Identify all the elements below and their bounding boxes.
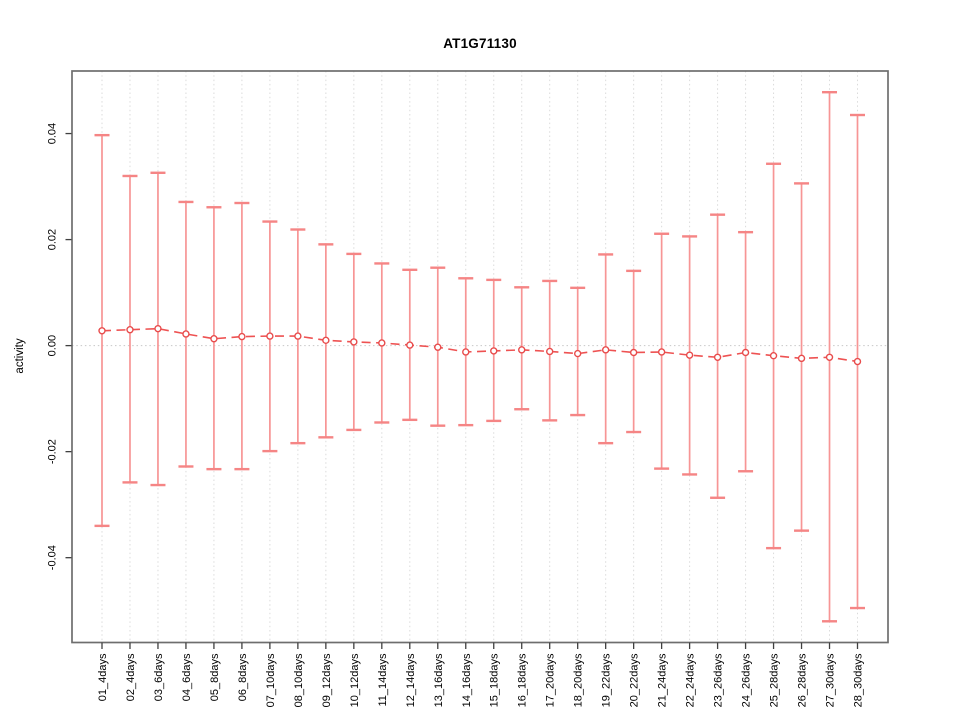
data-point xyxy=(322,336,330,345)
data-point xyxy=(210,335,218,343)
x-tick-label: 08_10days xyxy=(293,653,305,707)
x-axis: 01_4days 02_4days 03_6days 04_6days 05_8days… xyxy=(97,642,865,707)
x-tick-label: 26_28days xyxy=(797,653,809,707)
x-tick-label: 16_18days xyxy=(517,653,529,707)
data-point xyxy=(825,353,834,361)
data-point xyxy=(518,346,526,354)
data-point xyxy=(573,349,582,358)
x-tick-label: 09_12days xyxy=(321,653,333,707)
x-tick-label: 06_8days xyxy=(237,653,249,701)
x-tick-label: 10_12days xyxy=(349,653,361,707)
data-point xyxy=(266,332,274,340)
data-point xyxy=(434,343,442,351)
data-point xyxy=(126,326,134,334)
data-point xyxy=(406,341,414,349)
x-tick-label: 17_20days xyxy=(545,653,557,707)
x-tick-label: 13_16days xyxy=(433,653,445,707)
y-tick-label: 0.00 xyxy=(47,335,59,356)
y-tick-label: -0.04 xyxy=(47,545,59,570)
y-axis: -0.04 -0.02 0.00 0.02 0.04 xyxy=(47,123,72,570)
data-point xyxy=(378,339,386,347)
y-tick-label: 0.04 xyxy=(47,123,59,144)
x-tick-label: 22_24days xyxy=(685,653,697,707)
plot-box xyxy=(71,70,889,644)
x-tick-label: 27_30days xyxy=(825,653,837,707)
x-tick-label: 20_22days xyxy=(629,653,641,707)
x-tick-label: 25_28days xyxy=(769,653,781,707)
series-line-group xyxy=(101,327,858,363)
data-point xyxy=(154,324,162,333)
data-point xyxy=(769,351,778,360)
chart-title: AT1G71130 xyxy=(443,36,517,51)
x-tick-label: 02_4days xyxy=(125,653,137,701)
data-point xyxy=(98,327,106,335)
series-line xyxy=(101,327,858,363)
x-tick-label: 11_14days xyxy=(377,653,389,707)
x-tick-label: 15_18days xyxy=(489,653,501,707)
data-point xyxy=(713,353,722,361)
data-point xyxy=(490,347,498,355)
x-tick-label: 24_26days xyxy=(741,653,753,707)
x-tick-label: 19_22days xyxy=(601,653,613,707)
x-tick-label: 07_10days xyxy=(265,653,277,707)
data-point xyxy=(238,332,246,341)
x-tick-label: 04_6days xyxy=(181,653,193,701)
data-point xyxy=(350,338,358,346)
data-point xyxy=(853,357,862,366)
data-point xyxy=(797,354,806,363)
data-point xyxy=(294,332,302,340)
plot-box-group xyxy=(71,70,889,644)
data-point xyxy=(657,348,666,356)
x-tick-label: 01_4days xyxy=(97,653,109,701)
data-point xyxy=(546,347,554,356)
data-points xyxy=(98,324,862,366)
x-tick-label: 12_14days xyxy=(405,653,417,707)
x-tick-label: 23_26days xyxy=(713,653,725,707)
x-tick-label: 18_20days xyxy=(573,653,585,707)
y-tick-label: -0.02 xyxy=(47,439,59,464)
data-point xyxy=(685,351,694,359)
x-tick-label: 05_8days xyxy=(209,653,221,701)
x-tick-label: 21_24days xyxy=(657,653,669,707)
x-tick-label: 28_30days xyxy=(853,653,865,707)
data-point xyxy=(182,330,190,338)
data-point xyxy=(601,346,610,354)
data-point xyxy=(741,348,750,357)
gridlines xyxy=(72,71,888,643)
x-tick-label: 03_6days xyxy=(153,653,165,701)
error-bars xyxy=(94,91,865,623)
data-point xyxy=(462,348,470,356)
y-tick-label: 0.02 xyxy=(47,229,59,250)
data-point xyxy=(629,348,638,357)
x-tick-label: 14_16days xyxy=(461,653,473,707)
